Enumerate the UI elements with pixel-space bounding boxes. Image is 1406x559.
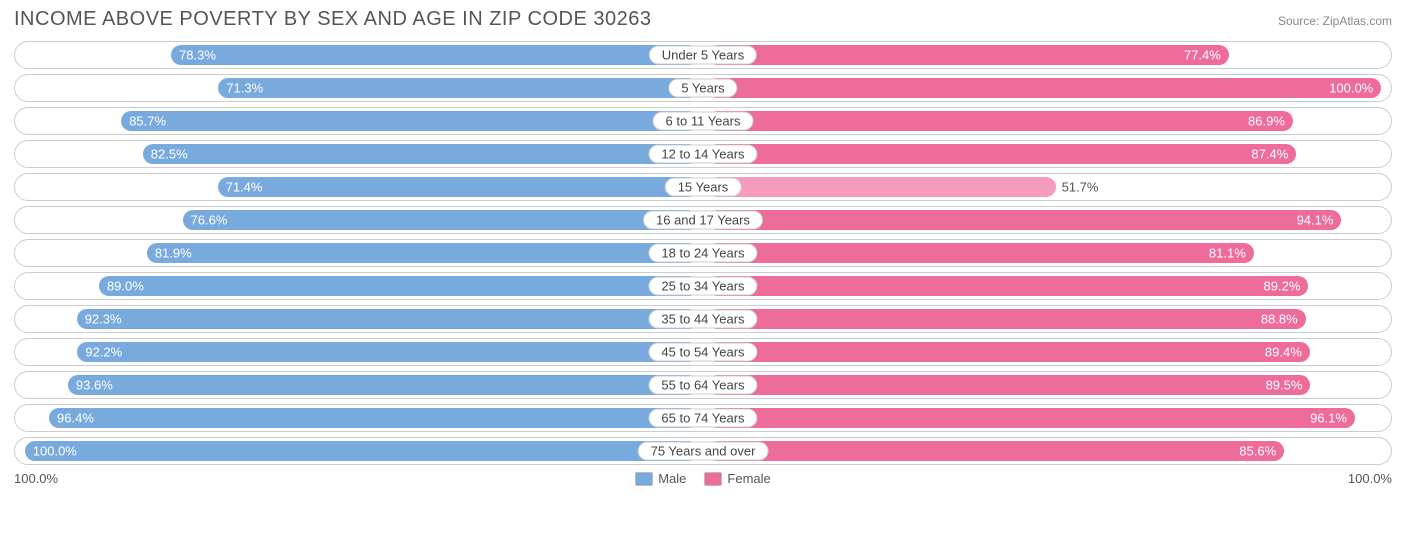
legend-label-male: Male	[658, 471, 686, 486]
bar-male: 92.3%	[77, 309, 699, 329]
chart-footer: 100.0% Male Female 100.0%	[14, 471, 1392, 486]
chart-row: 85.7% 86.9% 6 to 11 Years	[14, 107, 1392, 135]
bar-female-label: 89.2%	[1264, 279, 1301, 294]
legend: Male Female	[635, 471, 771, 486]
bar-female-label: 96.1%	[1310, 411, 1347, 426]
bar-female-label: 94.1%	[1297, 213, 1334, 228]
chart-row: 96.4% 96.1% 65 to 74 Years	[14, 404, 1392, 432]
chart-row: 81.9% 81.1% 18 to 24 Years	[14, 239, 1392, 267]
bar-male-label: 92.3%	[85, 312, 122, 327]
axis-right-label: 100.0%	[1348, 471, 1392, 486]
category-pill: 5 Years	[668, 79, 737, 98]
bar-male: 89.0%	[99, 276, 699, 296]
chart-row: 71.3% 100.0% 5 Years	[14, 74, 1392, 102]
bar-female: 89.2%	[707, 276, 1308, 296]
bar-male-label: 71.3%	[226, 81, 263, 96]
chart-row: 92.3% 88.8% 35 to 44 Years	[14, 305, 1392, 333]
bar-male-label: 85.7%	[129, 114, 166, 129]
bar-female: 86.9%	[707, 111, 1293, 131]
category-pill: 15 Years	[665, 178, 742, 197]
bar-female: 85.6%	[707, 441, 1284, 461]
axis-left-label: 100.0%	[14, 471, 58, 486]
legend-swatch-female	[704, 472, 722, 486]
bar-female: 89.4%	[707, 342, 1310, 362]
chart-row: 82.5% 87.4% 12 to 14 Years	[14, 140, 1392, 168]
bar-female: 100.0%	[707, 78, 1381, 98]
bar-male: 93.6%	[68, 375, 699, 395]
bar-female-label: 86.9%	[1248, 114, 1285, 129]
chart-header: INCOME ABOVE POVERTY BY SEX AND AGE IN Z…	[14, 8, 1392, 31]
category-pill: 45 to 54 Years	[648, 343, 757, 362]
bar-female-label: 100.0%	[1329, 81, 1373, 96]
category-pill: 12 to 14 Years	[648, 145, 757, 164]
bar-female-label: 88.8%	[1261, 312, 1298, 327]
bar-male: 92.2%	[77, 342, 699, 362]
bar-male-label: 76.6%	[191, 213, 228, 228]
legend-item-female: Female	[704, 471, 770, 486]
category-pill: 65 to 74 Years	[648, 409, 757, 428]
category-pill: 6 to 11 Years	[653, 112, 754, 131]
bar-female-label: 89.5%	[1266, 378, 1303, 393]
bar-male: 81.9%	[147, 243, 699, 263]
bar-male-label: 92.2%	[85, 345, 122, 360]
chart-row: 78.3% 77.4% Under 5 Years	[14, 41, 1392, 69]
legend-swatch-male	[635, 472, 653, 486]
bar-female-label: 85.6%	[1239, 444, 1276, 459]
bar-male-label: 96.4%	[57, 411, 94, 426]
category-pill: 16 and 17 Years	[643, 211, 763, 230]
category-pill: 55 to 64 Years	[648, 376, 757, 395]
bar-male: 76.6%	[183, 210, 699, 230]
category-pill: 25 to 34 Years	[648, 277, 757, 296]
bar-male: 100.0%	[25, 441, 699, 461]
chart-source: Source: ZipAtlas.com	[1278, 14, 1392, 28]
bar-male-label: 100.0%	[33, 444, 77, 459]
bar-female-label: 81.1%	[1209, 246, 1246, 261]
bar-male: 82.5%	[143, 144, 699, 164]
bar-male-label: 78.3%	[179, 48, 216, 63]
bar-male: 78.3%	[171, 45, 699, 65]
category-pill: 35 to 44 Years	[648, 310, 757, 329]
bar-female-label: 77.4%	[1184, 48, 1221, 63]
bar-female: 87.4%	[707, 144, 1296, 164]
bar-female-label: 89.4%	[1265, 345, 1302, 360]
bar-male-label: 81.9%	[155, 246, 192, 261]
category-pill: Under 5 Years	[649, 46, 757, 65]
category-pill: 18 to 24 Years	[648, 244, 757, 263]
bar-female: 51.7%	[707, 177, 1056, 197]
bar-female: 94.1%	[707, 210, 1341, 230]
bar-female: 96.1%	[707, 408, 1355, 428]
chart-row: 100.0% 85.6% 75 Years and over	[14, 437, 1392, 465]
legend-label-female: Female	[727, 471, 770, 486]
bar-female: 81.1%	[707, 243, 1254, 263]
chart-title: INCOME ABOVE POVERTY BY SEX AND AGE IN Z…	[14, 8, 651, 31]
category-pill: 75 Years and over	[638, 442, 769, 461]
bar-female: 89.5%	[707, 375, 1310, 395]
bar-male-label: 82.5%	[151, 147, 188, 162]
bar-male-label: 71.4%	[226, 180, 263, 195]
chart-row: 89.0% 89.2% 25 to 34 Years	[14, 272, 1392, 300]
bar-female-label: 87.4%	[1251, 147, 1288, 162]
bar-male-label: 89.0%	[107, 279, 144, 294]
bar-male: 71.3%	[218, 78, 699, 98]
chart-row: 92.2% 89.4% 45 to 54 Years	[14, 338, 1392, 366]
chart-row: 76.6% 94.1% 16 and 17 Years	[14, 206, 1392, 234]
bar-male: 71.4%	[218, 177, 699, 197]
bar-male: 85.7%	[121, 111, 699, 131]
chart-row: 93.6% 89.5% 55 to 64 Years	[14, 371, 1392, 399]
bar-female: 88.8%	[707, 309, 1306, 329]
legend-item-male: Male	[635, 471, 686, 486]
chart-rows: 78.3% 77.4% Under 5 Years 71.3% 100.0% 5 Year…	[14, 41, 1392, 465]
bar-male: 96.4%	[49, 408, 699, 428]
bar-female: 77.4%	[707, 45, 1229, 65]
chart-row: 71.4%51.7%15 Years	[14, 173, 1392, 201]
bar-female-label: 51.7%	[1062, 180, 1099, 195]
bar-male-label: 93.6%	[76, 378, 113, 393]
